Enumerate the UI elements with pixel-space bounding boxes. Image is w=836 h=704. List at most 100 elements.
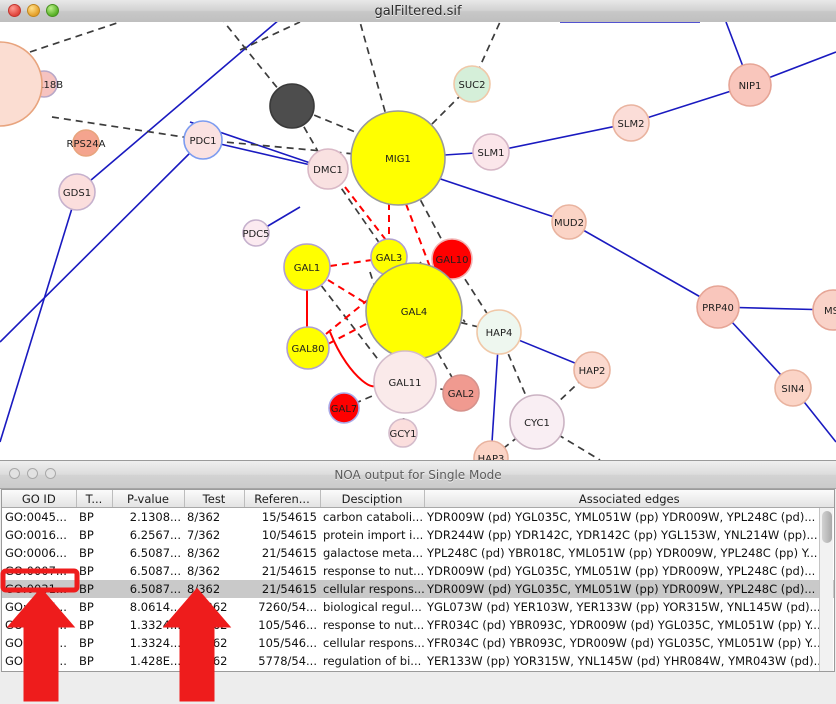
node-circle[interactable] xyxy=(453,65,491,103)
table-vertical-scrollbar[interactable] xyxy=(819,508,833,671)
column-header-type[interactable]: T... xyxy=(76,490,113,508)
node-circle[interactable] xyxy=(283,243,331,291)
cell-associated-edges[interactable]: YFR034C (pd) YBR093C, YDR009W (pd) YGL03… xyxy=(427,636,821,650)
column-header-description[interactable]: Desciption xyxy=(320,490,425,508)
cell-pvalue[interactable]: 6.5087... xyxy=(112,580,184,598)
node-slm1[interactable]: SLM1 xyxy=(472,133,510,171)
node-circle[interactable] xyxy=(242,219,270,247)
node-circle[interactable] xyxy=(812,289,836,331)
cell-pvalue[interactable]: 8.0614... xyxy=(129,600,181,614)
cell-test[interactable]: 8/362 xyxy=(184,580,244,598)
node-pdc5[interactable]: PDC5 xyxy=(242,219,270,247)
node-circle[interactable] xyxy=(58,173,96,211)
node-circle[interactable] xyxy=(286,326,330,370)
node-gcy1[interactable]: GCY1 xyxy=(388,418,418,448)
node-circle[interactable] xyxy=(509,394,565,450)
cell-pvalue[interactable]: 2.1308... xyxy=(129,510,181,524)
cell-reference[interactable]: 21/54615 xyxy=(261,564,317,578)
cell-type[interactable]: BP xyxy=(79,618,94,632)
column-header-reference[interactable]: Referen... xyxy=(244,490,321,508)
cell-description[interactable]: response to nut... xyxy=(323,564,424,578)
node-circle[interactable] xyxy=(373,350,437,414)
node-gal4[interactable]: GAL4 xyxy=(365,262,463,360)
cell-associated-edges[interactable]: YFR034C (pd) YBR093C, YDR009W (pd) YGL03… xyxy=(427,618,821,632)
minimize-icon[interactable] xyxy=(27,468,38,479)
node-rps24a[interactable]: RPS24A xyxy=(67,129,106,157)
column-header-associated-edges[interactable]: Associated edges xyxy=(424,490,834,508)
node-circle[interactable] xyxy=(612,104,650,142)
column-header-test[interactable]: Test xyxy=(184,490,245,508)
cell-associated-edges[interactable]: YPL248C (pd) YBR018C, YML051W (pp) YDR00… xyxy=(427,546,818,560)
column-header-go-id[interactable]: GO ID xyxy=(2,490,77,508)
noa-window-controls[interactable] xyxy=(9,468,56,479)
cell-go-id[interactable]: GO:0007... xyxy=(5,564,67,578)
node-gal1[interactable]: GAL1 xyxy=(283,243,331,291)
cell-test[interactable]: 8/362 xyxy=(187,510,221,524)
cell-reference[interactable]: 21/54615 xyxy=(261,546,317,560)
cell-test[interactable]: 94/362 xyxy=(187,600,228,614)
node-circle[interactable] xyxy=(350,110,446,206)
table-row[interactable]: GO:0031... BP 6.5087... 8/362 21/54615 cellul… xyxy=(2,580,834,598)
node-circle[interactable] xyxy=(728,63,772,107)
cell-test[interactable]: 80/362 xyxy=(187,654,228,668)
node-hap4[interactable]: HAP4 xyxy=(476,309,522,355)
table-row[interactable]: GO:0031... BP 1.3324... 11/362 105/546... res… xyxy=(2,616,834,634)
cell-reference[interactable]: 105/546... xyxy=(258,618,317,632)
cell-reference[interactable]: 7260/54... xyxy=(258,600,317,614)
node-circle[interactable] xyxy=(442,374,480,412)
table-row[interactable]: GO:0050... BP 1.428E... 80/362 5778/54... reg… xyxy=(2,652,834,670)
table-row[interactable]: GO:0016... BP 6.2567... 7/362 10/54615 protei… xyxy=(2,526,834,544)
network-graph[interactable]: RPL18B RPS24A GDS1 PDC1 PDC5 DMC1 SUC2 MIG1 SLM1… xyxy=(0,22,836,460)
cell-pvalue[interactable]: 1.3324... xyxy=(129,636,181,650)
cell-associated-edges[interactable]: YDR009W (pd) YGL035C, YML051W (pp) YDR00… xyxy=(424,580,834,598)
table-row[interactable]: GO:0065... BP 8.0614... 94/362 7260/54... bio… xyxy=(2,598,834,616)
cell-reference[interactable]: 15/54615 xyxy=(261,510,317,524)
cell-description[interactable]: cellular respons... xyxy=(323,636,424,650)
table-body[interactable]: GO:0045... BP 2.1308... 8/362 15/54615 carbon… xyxy=(2,508,834,671)
node-dmc1[interactable]: DMC1 xyxy=(307,148,349,190)
node-prp40[interactable]: PRP40 xyxy=(696,285,740,329)
cell-description[interactable]: carbon cataboli... xyxy=(323,510,423,524)
node-hap2[interactable]: HAP2 xyxy=(573,351,611,389)
cell-pvalue[interactable]: 6.5087... xyxy=(129,546,181,560)
cell-type[interactable]: BP xyxy=(76,580,112,598)
cell-description[interactable]: galactose meta... xyxy=(323,546,423,560)
cell-description[interactable]: regulation of bi... xyxy=(323,654,422,668)
node-gal7[interactable]: GAL7 xyxy=(328,392,360,424)
cell-go-id[interactable]: GO:0031... xyxy=(2,580,76,598)
cell-reference[interactable]: 21/54615 xyxy=(244,580,320,598)
node-sin4[interactable]: SIN4 xyxy=(774,369,812,407)
node-slm2[interactable]: SLM2 xyxy=(612,104,650,142)
zoom-icon[interactable] xyxy=(46,4,59,17)
node-gal80[interactable]: GAL80 xyxy=(286,326,330,370)
node-circle[interactable] xyxy=(0,41,43,127)
close-icon[interactable] xyxy=(8,4,21,17)
cell-description[interactable]: response to nut... xyxy=(323,618,424,632)
network-canvas[interactable]: RPL18B RPS24A GDS1 PDC1 PDC5 DMC1 SUC2 MIG1 SLM1… xyxy=(0,22,836,460)
cell-associated-edges[interactable]: YDR009W (pd) YGL035C, YML051W (pp) YDR00… xyxy=(427,564,816,578)
cell-type[interactable]: BP xyxy=(79,600,94,614)
results-table[interactable]: GO ID T... P-value Test Referen... Desci… xyxy=(2,490,834,670)
cell-reference[interactable]: 10/54615 xyxy=(261,528,317,542)
cell-go-id[interactable]: GO:0031... xyxy=(5,618,67,632)
node-msi[interactable]: MSI xyxy=(812,289,836,331)
table-row[interactable]: GO:0007... BP 6.5087... 8/362 21/54615 respon… xyxy=(2,562,834,580)
cell-pvalue[interactable]: 6.5087... xyxy=(129,564,181,578)
node-circle[interactable] xyxy=(774,369,812,407)
window-controls[interactable] xyxy=(8,4,59,17)
cell-type[interactable]: BP xyxy=(79,546,94,560)
column-header-pvalue[interactable]: P-value xyxy=(112,490,185,508)
cell-description[interactable]: protein import i... xyxy=(323,528,424,542)
node-circle[interactable] xyxy=(269,83,315,129)
node-hap3[interactable]: HAP3 xyxy=(473,440,509,460)
node-mud2[interactable]: MUD2 xyxy=(551,204,587,240)
cell-go-id[interactable]: GO:0016... xyxy=(5,528,67,542)
cell-reference[interactable]: 105/546... xyxy=(258,636,317,650)
node-circle[interactable] xyxy=(551,204,587,240)
node-gds1[interactable]: GDS1 xyxy=(58,173,96,211)
network-nodes[interactable]: RPL18B RPS24A GDS1 PDC1 PDC5 DMC1 SUC2 MIG1 SLM1… xyxy=(0,41,836,460)
cell-type[interactable]: BP xyxy=(79,564,94,578)
cell-description[interactable]: biological regul... xyxy=(323,600,422,614)
node-suc2[interactable]: SUC2 xyxy=(453,65,491,103)
cell-go-id[interactable]: GO:0006... xyxy=(5,546,67,560)
